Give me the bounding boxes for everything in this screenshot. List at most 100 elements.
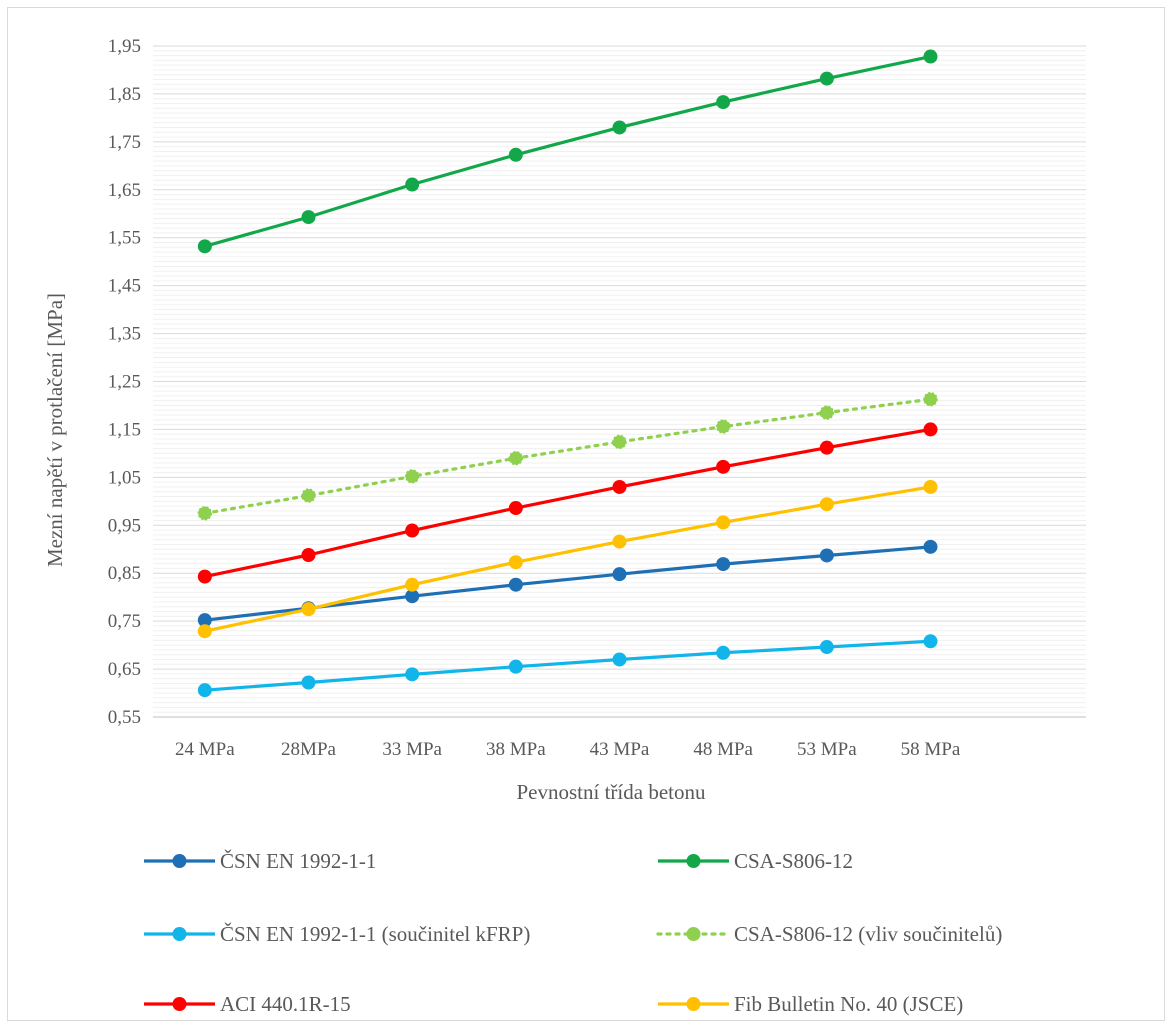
legend-item: ČSN EN 1992-1-1 bbox=[144, 849, 376, 873]
x-tick-label: 24 MPa bbox=[175, 739, 235, 760]
legend-marker bbox=[172, 927, 187, 941]
data-point bbox=[405, 523, 420, 538]
legend-item: CSA-S806-12 (vliv součinitelů) bbox=[656, 922, 1002, 946]
data-point bbox=[612, 567, 627, 582]
data-point bbox=[508, 577, 523, 592]
y-tick-label: 1,25 bbox=[108, 372, 141, 393]
y-tick-label: 1,35 bbox=[108, 324, 141, 345]
data-point bbox=[819, 440, 834, 455]
y-tick-label: 1,05 bbox=[108, 467, 141, 488]
series-3 bbox=[197, 634, 938, 698]
series-5 bbox=[197, 422, 938, 584]
data-point bbox=[923, 49, 938, 64]
series-layer bbox=[197, 49, 938, 698]
data-point bbox=[819, 405, 835, 420]
data-point bbox=[612, 479, 627, 494]
data-point bbox=[197, 683, 212, 698]
data-point bbox=[716, 95, 731, 110]
data-point bbox=[301, 602, 316, 617]
data-point bbox=[923, 539, 938, 554]
data-point bbox=[508, 450, 524, 466]
x-tick-label: 48 MPa bbox=[693, 739, 753, 760]
legend-item: CSA-S806-12 bbox=[658, 849, 853, 873]
series-line bbox=[204, 54, 931, 248]
data-point bbox=[819, 640, 834, 655]
series-6 bbox=[197, 479, 938, 639]
legend-label: ČSN EN 1992-1-1 bbox=[220, 849, 376, 873]
data-point bbox=[197, 506, 213, 521]
legend-marker bbox=[172, 997, 187, 1011]
grid-layer bbox=[153, 45, 1086, 718]
y-tick-label: 1,75 bbox=[108, 132, 141, 153]
data-point bbox=[612, 652, 627, 667]
y-tick-label: 0,55 bbox=[108, 707, 141, 728]
data-point bbox=[819, 71, 834, 86]
data-point bbox=[508, 555, 523, 570]
tick-layer: 0,55 0,65 0,75 0,85 0,95 1,05 1,15 1,25 1,35 1,45… bbox=[108, 36, 961, 760]
data-point bbox=[508, 147, 523, 162]
y-tick-label: 1,95 bbox=[108, 36, 141, 57]
data-point bbox=[301, 548, 316, 563]
data-point bbox=[405, 589, 420, 604]
series-2 bbox=[197, 49, 938, 254]
legend-label: ACI 440.1R-15 bbox=[220, 992, 351, 1016]
legend-label: ČSN EN 1992-1-1 (součinitel kFRP) bbox=[220, 922, 530, 946]
legend-label: Fib Bulletin No. 40 (JSCE) bbox=[734, 992, 963, 1016]
data-point bbox=[301, 488, 316, 503]
data-point bbox=[197, 569, 212, 584]
y-axis-title: Mezní napětí v protlačení [MPa] bbox=[43, 293, 67, 567]
legend-item: ČSN EN 1992-1-1 (součinitel kFRP) bbox=[144, 922, 530, 946]
legend-label: CSA-S806-12 bbox=[734, 849, 853, 873]
data-point bbox=[197, 624, 212, 639]
data-point bbox=[405, 177, 420, 192]
legend-item: ACI 440.1R-15 bbox=[144, 992, 351, 1016]
data-point bbox=[716, 459, 731, 474]
legend-item: Fib Bulletin No. 40 (JSCE) bbox=[658, 992, 963, 1016]
x-tick-label: 58 MPa bbox=[901, 739, 961, 760]
y-tick-label: 0,65 bbox=[108, 659, 141, 680]
data-point bbox=[508, 659, 523, 674]
legend: ČSN EN 1992-1-1 CSA-S806-12 ČSN EN 1992-1-… bbox=[144, 849, 1002, 1016]
series-4 bbox=[197, 391, 938, 521]
data-point bbox=[716, 645, 731, 660]
data-point bbox=[405, 577, 420, 592]
legend-marker bbox=[172, 854, 187, 868]
series-line bbox=[204, 427, 931, 579]
data-point bbox=[197, 239, 212, 254]
data-point bbox=[301, 210, 316, 225]
legend-marker bbox=[686, 997, 701, 1011]
y-tick-label: 0,85 bbox=[108, 563, 141, 584]
series-line bbox=[204, 485, 931, 633]
data-point bbox=[819, 497, 834, 512]
y-tick-label: 1,15 bbox=[108, 419, 141, 440]
data-point bbox=[923, 634, 938, 649]
data-point bbox=[612, 534, 627, 549]
x-tick-label: 28MPa bbox=[281, 739, 336, 760]
data-point bbox=[405, 667, 420, 682]
data-point bbox=[716, 557, 731, 572]
data-point bbox=[819, 548, 834, 563]
series-line bbox=[204, 639, 931, 692]
x-axis-title: Pevnostní třída betonu bbox=[517, 780, 706, 804]
y-tick-label: 0,75 bbox=[108, 611, 141, 632]
y-tick-label: 1,65 bbox=[108, 180, 141, 201]
legend-marker bbox=[686, 927, 701, 941]
y-tick-label: 0,95 bbox=[108, 515, 141, 536]
data-point bbox=[612, 434, 627, 450]
data-point bbox=[923, 479, 938, 494]
data-point bbox=[508, 501, 523, 516]
data-point bbox=[301, 675, 316, 690]
x-tick-label: 38 MPa bbox=[486, 739, 546, 760]
data-point bbox=[612, 120, 627, 135]
x-tick-label: 33 MPa bbox=[382, 739, 442, 760]
legend-label: CSA-S806-12 (vliv součinitelů) bbox=[734, 922, 1002, 946]
y-tick-label: 1,55 bbox=[108, 228, 141, 249]
legend-marker bbox=[686, 854, 701, 868]
series-line bbox=[203, 397, 933, 515]
data-point bbox=[715, 419, 731, 434]
data-point bbox=[923, 391, 938, 407]
y-tick-label: 1,85 bbox=[108, 84, 141, 105]
x-tick-label: 53 MPa bbox=[797, 739, 857, 760]
data-point bbox=[404, 469, 420, 484]
